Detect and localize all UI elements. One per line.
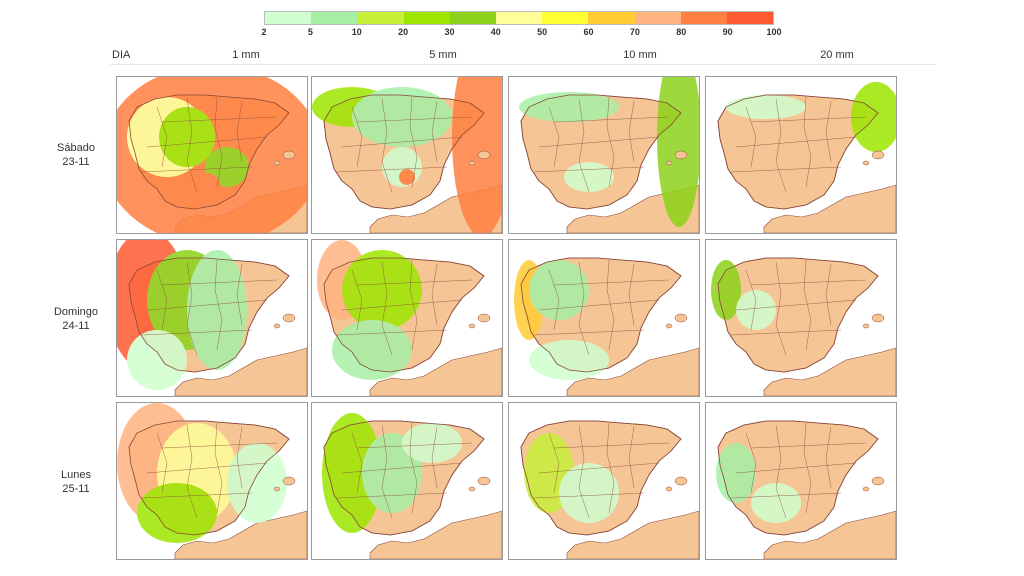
map-svg bbox=[312, 403, 502, 559]
row-date: 24-11 bbox=[62, 320, 90, 332]
legend-swatch bbox=[588, 12, 635, 24]
forecast-map-panel bbox=[311, 76, 503, 234]
map-svg bbox=[312, 77, 502, 233]
legend-swatch bbox=[449, 12, 496, 24]
map-svg bbox=[117, 240, 307, 396]
forecast-map-panel bbox=[311, 402, 503, 560]
legend-swatch bbox=[680, 12, 727, 24]
column-header-20mm: 20 mm bbox=[820, 49, 854, 61]
legend-tick: 20 bbox=[398, 27, 409, 37]
forecast-map-panel bbox=[705, 239, 897, 397]
row-date: 23-11 bbox=[62, 156, 90, 168]
legend-tick: 30 bbox=[444, 27, 455, 37]
map-svg bbox=[509, 77, 699, 233]
header-divider bbox=[110, 64, 936, 65]
map-svg bbox=[312, 240, 502, 396]
forecast-map-panel bbox=[508, 76, 700, 234]
forecast-map-panel bbox=[705, 402, 897, 560]
row-day: Sábado bbox=[57, 142, 95, 154]
legend-swatch bbox=[311, 12, 358, 24]
forecast-map-panel bbox=[508, 239, 700, 397]
legend-swatch bbox=[265, 12, 312, 24]
legend-swatch bbox=[495, 12, 543, 24]
forecast-map-panel bbox=[116, 76, 308, 234]
forecast-map-panel bbox=[311, 239, 503, 397]
map-svg bbox=[706, 403, 896, 559]
map-svg bbox=[706, 77, 896, 233]
column-header-5mm: 5 mm bbox=[429, 49, 457, 61]
day-column-header: DIA bbox=[112, 49, 131, 61]
row-day: Lunes bbox=[61, 469, 91, 481]
legend-tick: 90 bbox=[722, 27, 733, 37]
legend-tick: 60 bbox=[583, 27, 594, 37]
row-day: Domingo bbox=[53, 306, 99, 318]
legend-tick: 5 bbox=[307, 27, 313, 37]
map-svg bbox=[706, 240, 896, 396]
legend-swatch bbox=[403, 12, 450, 24]
map-svg bbox=[509, 240, 699, 396]
map-svg bbox=[117, 77, 307, 233]
row-label-saturday: Sábado 23-11 bbox=[46, 141, 106, 169]
row-label-sunday: Domingo 24-11 bbox=[46, 305, 106, 333]
map-svg bbox=[509, 403, 699, 559]
legend-tick: 80 bbox=[676, 27, 687, 37]
forecast-map-panel bbox=[116, 402, 308, 560]
column-header-1mm: 1 mm bbox=[232, 49, 260, 61]
legend-swatch bbox=[726, 12, 774, 24]
legend-tick-labels: 2 5 10 20 30 40 50 60 70 80 90 100 bbox=[261, 27, 781, 39]
map-svg bbox=[117, 403, 307, 559]
legend-swatch bbox=[542, 12, 589, 24]
legend-tick: 40 bbox=[490, 27, 501, 37]
legend-tick: 10 bbox=[351, 27, 362, 37]
legend-tick: 100 bbox=[766, 27, 782, 37]
legend-tick: 50 bbox=[537, 27, 548, 37]
precipitation-probability-legend bbox=[264, 11, 774, 25]
forecast-map-panel bbox=[705, 76, 897, 234]
row-date: 25-11 bbox=[62, 483, 90, 495]
legend-tick: 2 bbox=[261, 27, 267, 37]
row-label-monday: Lunes 25-11 bbox=[46, 468, 106, 496]
forecast-map-panel bbox=[508, 402, 700, 560]
legend-swatch bbox=[634, 12, 681, 24]
column-header-10mm: 10 mm bbox=[623, 49, 657, 61]
legend-tick: 70 bbox=[629, 27, 640, 37]
legend-swatch bbox=[357, 12, 404, 24]
forecast-map-panel bbox=[116, 239, 308, 397]
